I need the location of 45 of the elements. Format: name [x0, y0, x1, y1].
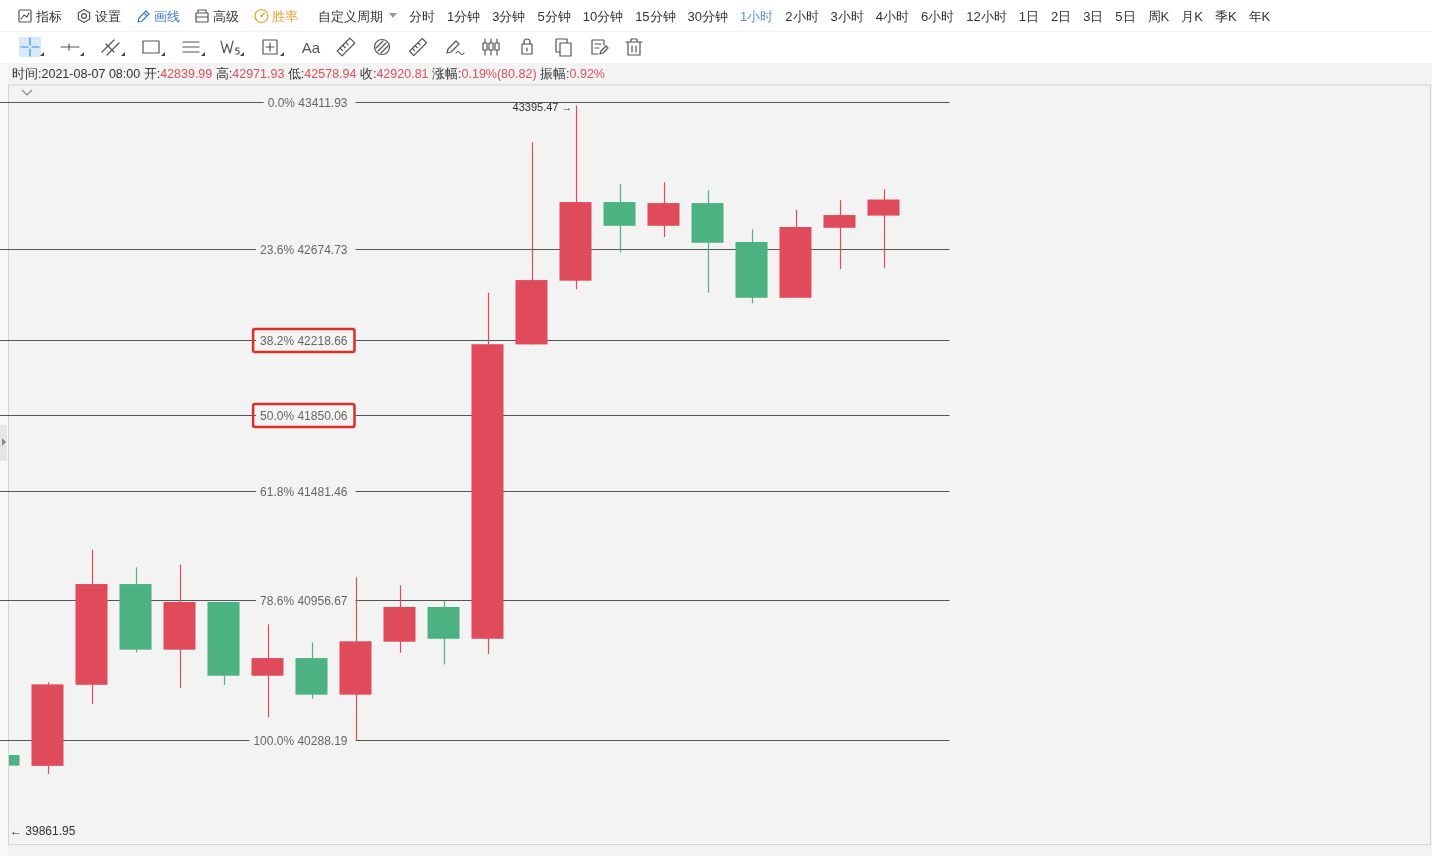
- text: 30分钟: [687, 8, 729, 24]
- text: 5日: [1115, 8, 1136, 24]
- text: 胜率: [272, 8, 298, 24]
- text: 设置: [95, 8, 121, 24]
- text: 5分钟: [537, 8, 571, 24]
- annotation: 23.6%: [260, 242, 295, 257]
- annotation: 43395.47 →: [512, 100, 573, 113]
- text: 1小时: [740, 8, 774, 24]
- y-tick-label: 40288.19: [297, 733, 348, 748]
- text: 3日: [1083, 8, 1104, 24]
- text: 高级: [213, 8, 239, 24]
- text: 周K: [1147, 8, 1170, 24]
- text: 2小时: [785, 8, 819, 24]
- text: 10分钟: [582, 8, 624, 24]
- y-tick-label: 41481.46: [297, 484, 348, 499]
- text: 3分钟: [492, 8, 526, 24]
- text: 2日: [1050, 8, 1072, 24]
- text: 3小时: [830, 8, 864, 24]
- text: 月K: [1181, 8, 1204, 24]
- text: 分时: [409, 8, 435, 24]
- text: Aa: [301, 38, 321, 56]
- annotation: 0.0%: [267, 95, 296, 110]
- annotation: 100.0%: [253, 733, 295, 748]
- text: 指标: [35, 8, 62, 24]
- text: 15分钟: [635, 8, 676, 24]
- y-tick-label: 42218.66: [297, 333, 348, 348]
- text: 画线: [154, 8, 180, 24]
- y-tick-label: 43411.93: [298, 95, 348, 110]
- text: 季K: [1214, 8, 1237, 24]
- text: 12小时: [966, 8, 1007, 24]
- annotation: 50.0%: [260, 408, 295, 423]
- y-tick-label: 42674.73: [297, 242, 348, 257]
- chart-title: 时间:2021-08-07 08:00 开:42839.99 高:42971.93 低:42578.94 收:42920.81 涨幅:0.19%(80.82) 振幅:0.92%: [12, 67, 605, 81]
- text: 1分钟: [447, 8, 481, 24]
- annotation: ← 39861.95: [10, 824, 76, 838]
- text: 4小时: [875, 8, 909, 24]
- text: 年K: [1248, 8, 1271, 24]
- y-tick-label: 40956.67: [297, 593, 348, 608]
- annotation: 61.8%: [260, 484, 295, 499]
- y-tick-label: 41850.06: [297, 408, 348, 423]
- annotation: 38.2%: [260, 333, 295, 348]
- text: 1日: [1018, 8, 1039, 24]
- text: 6小时: [920, 8, 955, 24]
- text: 自定义周期: [318, 8, 383, 24]
- annotation: 78.6%: [260, 593, 295, 608]
